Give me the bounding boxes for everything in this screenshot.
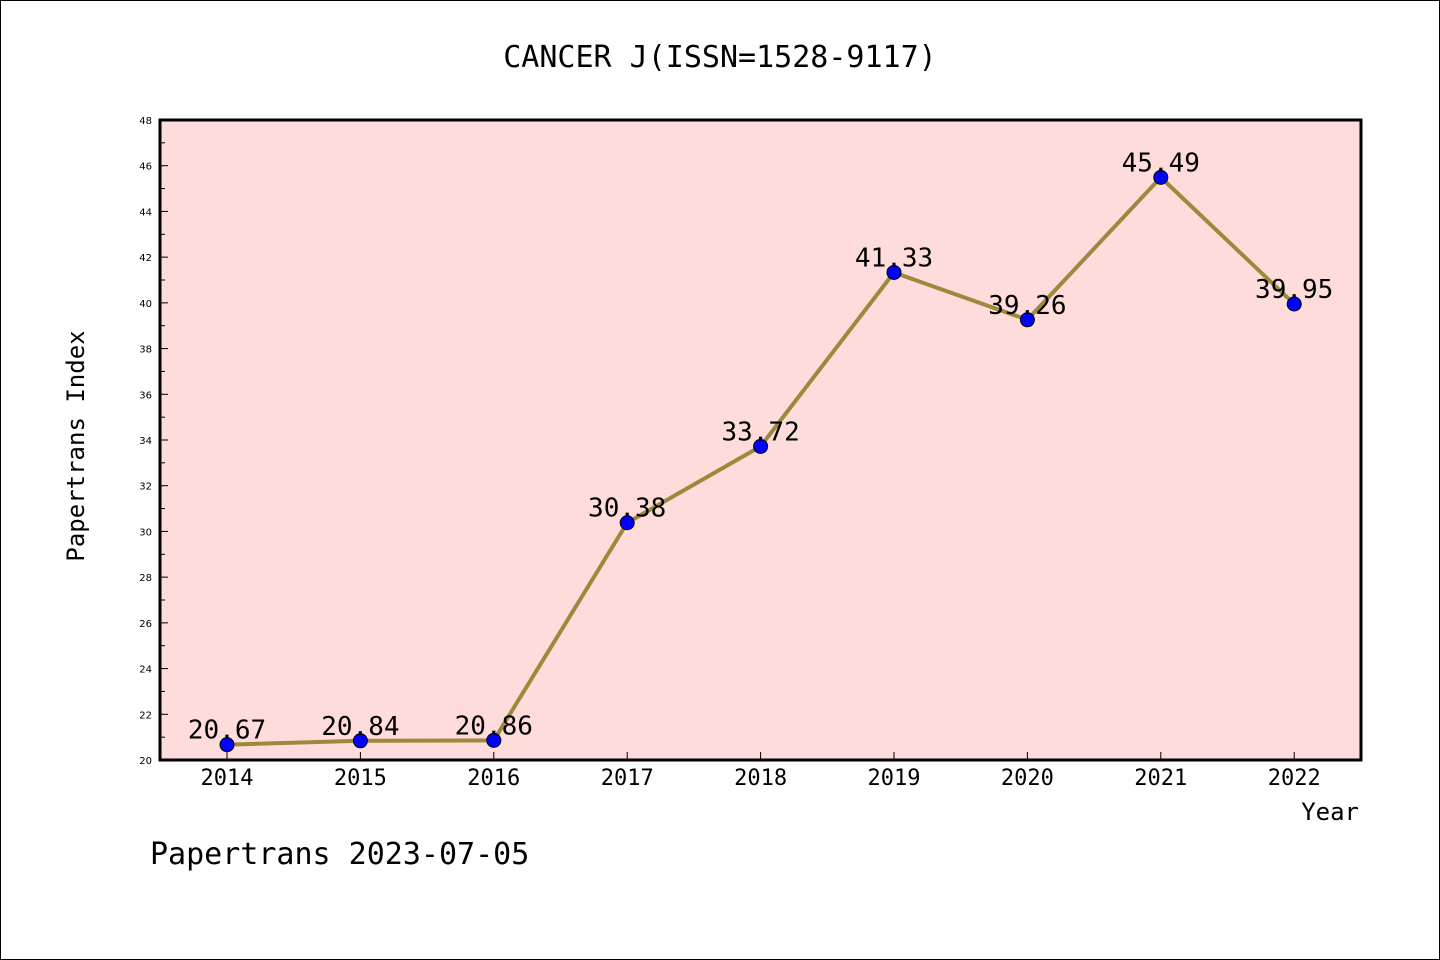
data-label: 39.26 [988,291,1066,321]
y-tick-label: 26 [139,619,152,630]
y-tick-label: 40 [139,299,152,310]
data-point [1153,169,1169,185]
y-tick-label: 22 [139,710,152,721]
data-point [886,264,902,280]
data-point [352,733,368,749]
x-tick-label: 2021 [1134,766,1187,791]
x-tick-label: 2022 [1268,766,1321,791]
y-tick-label: 28 [139,573,152,584]
y-tick-label: 48 [139,116,152,127]
data-label: 30.38 [588,494,666,524]
x-axis-label: Year [1301,798,1359,826]
x-tick-label: 2019 [868,766,921,791]
x-tick-label: 2017 [601,766,654,791]
data-label: 20.84 [321,712,399,742]
y-tick-label: 32 [139,482,152,493]
x-axis: 2014 2015 2016 2017 2018 2019 2020 2021 2022 [201,752,1321,791]
y-tick-label: 34 [139,436,152,447]
y-tick-label: 38 [139,345,152,356]
data-label: 39.95 [1255,275,1333,305]
data-point [219,737,235,753]
y-tick-label: 20 [139,756,152,767]
x-tick-label: 2020 [1001,766,1054,791]
chart-title: CANCER J(ISSN=1528-9117) [503,40,936,75]
y-tick-label: 24 [139,665,152,676]
x-tick-label: 2015 [334,766,387,791]
footer-text: Papertrans 2023-07-05 [150,837,529,872]
data-label: 45.49 [1122,148,1200,178]
y-tick-label: 42 [139,253,152,264]
y-tick-label: 30 [139,527,152,538]
data-label: 33.72 [721,417,799,447]
data-point [619,515,635,531]
data-point [1286,296,1302,312]
data-point [1019,312,1035,328]
data-point [753,438,769,454]
x-tick-label: 2014 [201,766,254,791]
y-tick-label: 46 [139,162,152,173]
data-point [486,732,502,748]
x-tick-label: 2018 [734,766,787,791]
data-label: 20.67 [188,716,266,746]
x-tick-label: 2016 [467,766,520,791]
data-label: 20.86 [455,711,533,741]
series: 20.67 20.84 20.86 30.38 33.72 41.33 39.26 45.49… [188,148,1333,753]
plot-border [158,118,1363,762]
y-tick-label: 44 [139,207,152,218]
y-tick-label: 36 [139,390,152,401]
y-axis-label: Papertrans Index [62,330,90,561]
data-label: 41.33 [855,243,933,273]
